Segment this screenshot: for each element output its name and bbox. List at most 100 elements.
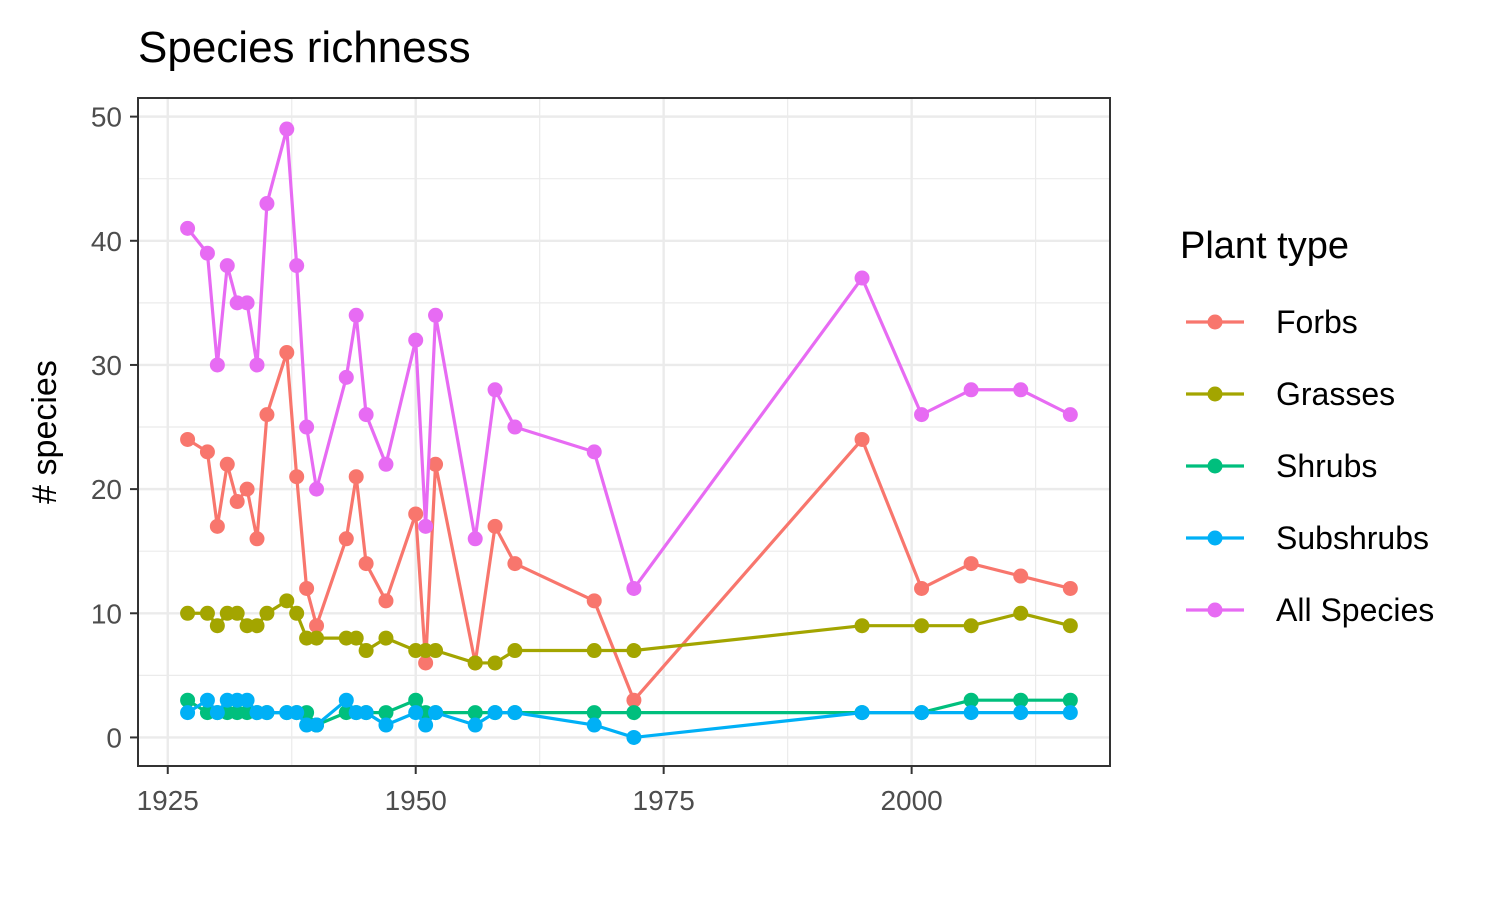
data-point-forbs (626, 692, 642, 708)
data-point-shrubs (586, 705, 602, 721)
data-point-shrubs (1062, 692, 1078, 708)
data-point-grasses (180, 605, 196, 621)
legend-key-point (1207, 602, 1223, 618)
y-axis-title: # species (26, 360, 64, 504)
data-point-shrubs (408, 692, 424, 708)
data-point-forbs (1013, 568, 1029, 584)
data-point-grasses (358, 643, 374, 659)
data-point-shrubs (467, 705, 483, 721)
data-point-all-species (626, 580, 642, 596)
data-point-all-species (199, 245, 215, 261)
data-point-forbs (358, 556, 374, 572)
data-point-grasses (1013, 605, 1029, 621)
legend: Plant type Forbs Grasses Shrubs Subshrubs Al… (1180, 225, 1434, 628)
data-point-all-species (299, 419, 315, 435)
data-point-subshrubs (1013, 705, 1029, 721)
data-point-forbs (229, 494, 245, 510)
data-point-forbs (299, 580, 315, 596)
data-point-all-species (209, 357, 225, 373)
data-point-forbs (180, 431, 196, 447)
data-point-subshrubs (180, 705, 196, 721)
data-point-subshrubs (428, 705, 444, 721)
data-point-subshrubs (309, 717, 325, 733)
legend-item-all-species: All Species (1186, 592, 1434, 628)
data-point-all-species (408, 332, 424, 348)
data-point-subshrubs (467, 717, 483, 733)
data-point-all-species (239, 295, 255, 311)
data-point-forbs (338, 531, 354, 547)
data-point-forbs (586, 593, 602, 609)
data-point-shrubs (626, 705, 642, 721)
data-point-subshrubs (418, 717, 434, 733)
data-point-grasses (289, 605, 305, 621)
data-point-shrubs (963, 692, 979, 708)
series-subshrubs (180, 692, 1078, 745)
data-point-forbs (507, 556, 523, 572)
y-tick-label: 20 (91, 474, 122, 505)
data-point-subshrubs (487, 705, 503, 721)
data-point-grasses (199, 605, 215, 621)
data-point-subshrubs (289, 705, 305, 721)
data-point-subshrubs (199, 692, 215, 708)
y-tick-label: 50 (91, 102, 122, 133)
data-point-grasses (854, 618, 870, 634)
data-point-forbs (378, 593, 394, 609)
data-point-forbs (428, 456, 444, 472)
y-tick-label: 10 (91, 598, 122, 629)
data-point-all-species (338, 369, 354, 385)
data-point-grasses (1062, 618, 1078, 634)
data-point-grasses (467, 655, 483, 671)
series-all-species (180, 121, 1078, 596)
data-point-grasses (229, 605, 245, 621)
data-point-grasses (626, 643, 642, 659)
data-point-forbs (854, 431, 870, 447)
data-point-forbs (487, 518, 503, 534)
x-axis: 1925 1950 1975 2000 (137, 766, 943, 816)
data-point-forbs (209, 518, 225, 534)
y-tick-label: 0 (106, 722, 122, 753)
chart-title: Species richness (138, 23, 471, 72)
data-point-all-species (219, 258, 235, 274)
data-point-forbs (1062, 580, 1078, 596)
data-point-all-species (348, 307, 364, 323)
data-point-grasses (209, 618, 225, 634)
data-point-subshrubs (239, 692, 255, 708)
data-point-all-species (289, 258, 305, 274)
data-point-grasses (586, 643, 602, 659)
y-axis: 0 10 20 30 40 50 (91, 102, 138, 753)
legend-item-grasses: Grasses (1186, 376, 1395, 412)
data-point-forbs (219, 456, 235, 472)
data-point-grasses (378, 630, 394, 646)
x-tick-label: 1975 (633, 785, 695, 816)
data-point-grasses (487, 655, 503, 671)
data-point-all-species (1013, 382, 1029, 398)
legend-title: Plant type (1180, 225, 1349, 267)
data-point-forbs (914, 580, 930, 596)
data-point-grasses (348, 630, 364, 646)
legend-key-point (1207, 458, 1223, 474)
data-point-all-species (487, 382, 503, 398)
legend-key-point (1207, 314, 1223, 330)
data-point-forbs (309, 618, 325, 634)
data-point-subshrubs (408, 705, 424, 721)
data-point-shrubs (180, 692, 196, 708)
series-grasses (180, 593, 1078, 671)
data-point-subshrubs (209, 705, 225, 721)
data-point-grasses (249, 618, 265, 634)
legend-item-forbs: Forbs (1186, 304, 1358, 340)
data-point-forbs (418, 655, 434, 671)
data-point-forbs (199, 444, 215, 460)
data-point-subshrubs (378, 717, 394, 733)
data-point-all-species (249, 357, 265, 373)
data-point-grasses (914, 618, 930, 634)
legend-item-subshrubs: Subshrubs (1186, 520, 1429, 556)
data-point-subshrubs (259, 705, 275, 721)
data-point-all-species (507, 419, 523, 435)
data-point-all-species (428, 307, 444, 323)
data-point-forbs (259, 407, 275, 423)
x-tick-label: 1925 (137, 785, 199, 816)
legend-key-point (1207, 386, 1223, 402)
data-point-subshrubs (963, 705, 979, 721)
data-point-grasses (507, 643, 523, 659)
data-point-shrubs (378, 705, 394, 721)
